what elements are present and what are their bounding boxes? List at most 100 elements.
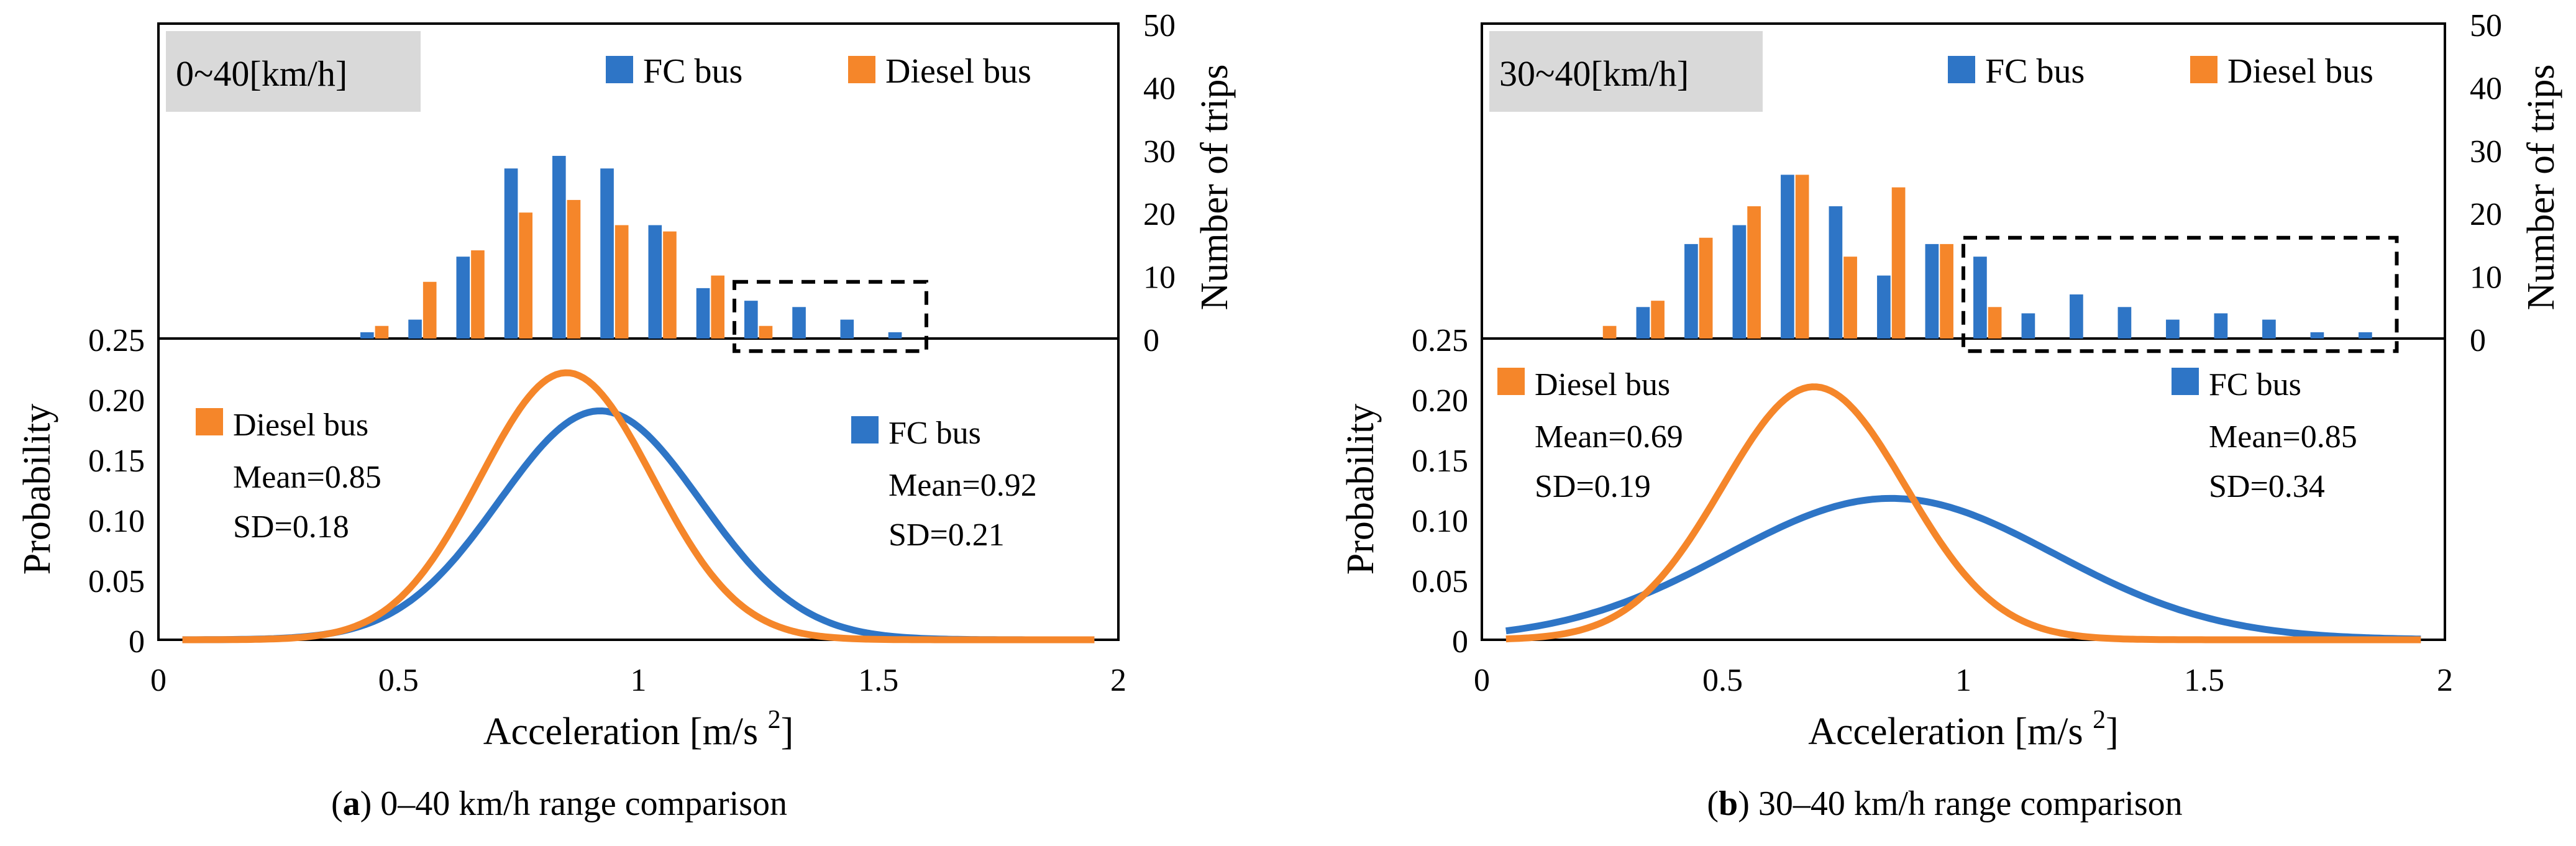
pdf-y-tick: 0.25 — [1412, 323, 1468, 358]
highlight-dashed-box — [1962, 235, 2399, 353]
pdf-y-tick: 0.10 — [88, 504, 145, 539]
plot-frame — [1481, 22, 2446, 641]
fc-pdf-curve — [1505, 494, 2421, 643]
legend-fc-label: FC bus — [1985, 52, 2085, 91]
diesel-histogram-bar — [1843, 257, 1857, 339]
fc-histogram-bar — [2214, 313, 2228, 339]
pdf-y-tick: 0 — [1452, 624, 1468, 660]
x-tick: 2 — [2437, 663, 2453, 698]
fc-histogram-bar — [1973, 257, 1987, 339]
pdf-y-tick: 0.05 — [1412, 564, 1468, 599]
fc-histogram-bar — [792, 307, 806, 339]
pdf-y-tick: 0.20 — [1412, 383, 1468, 419]
histogram-y-tick: 30 — [2470, 134, 2502, 170]
fc-histogram-bar — [552, 155, 566, 339]
fc-histogram-bar — [888, 332, 902, 339]
pdf-y-tick: 0 — [129, 624, 145, 660]
diesel-histogram-bar — [1940, 243, 1953, 339]
range-label: 0~40[km/h] — [176, 53, 347, 94]
diesel-mean-label: Mean=0.85 — [233, 460, 381, 495]
diesel-histogram-bar — [1988, 307, 2002, 339]
x-axis-label: Acceleration [m/s 2] — [1808, 706, 2119, 753]
diesel-histogram-bar — [663, 231, 677, 339]
fc-mean-label: Mean=0.85 — [2209, 419, 2357, 455]
fc-histogram-bar — [456, 257, 470, 339]
diesel-histogram-bar — [614, 225, 629, 339]
fc-histogram-bar — [2310, 332, 2324, 339]
diesel-histogram-bar — [519, 212, 533, 339]
highlight-dashed-box — [733, 280, 928, 353]
range-label-box — [1489, 31, 1763, 112]
histogram-y-tick: 50 — [1143, 8, 1176, 43]
pdf-legend-diesel-label: Diesel bus — [233, 407, 368, 443]
histogram-y-tick: 30 — [1143, 134, 1176, 170]
fc-histogram-bar — [360, 332, 374, 339]
fc-histogram-bar — [2070, 294, 2083, 339]
histogram-y-tick: 50 — [2470, 8, 2502, 43]
x-axis-label: Acceleration [m/s 2] — [483, 706, 794, 753]
caption-a: (a) 0–40 km/h range comparison — [331, 785, 788, 823]
fc-histogram-bar — [840, 319, 854, 339]
x-tick: 0.5 — [1702, 663, 1743, 698]
fc-histogram-bar — [2021, 313, 2035, 339]
histogram-y-label: Number of trips — [1194, 64, 1236, 310]
chart-panel-b: 30~40[km/h] FC bus Diesel bus01020304050Nu… — [1340, 8, 2562, 753]
diesel-histogram-bar — [567, 199, 581, 339]
diesel-histogram-bar — [1699, 237, 1713, 339]
histogram-y-tick: 40 — [2470, 71, 2502, 106]
x-tick: 1 — [1955, 663, 1971, 698]
diesel-histogram-bar — [711, 275, 725, 339]
pdf-y-tick: 0.05 — [88, 564, 145, 599]
pdf-y-tick: 0.25 — [88, 323, 145, 358]
histogram-y-tick: 10 — [1143, 260, 1176, 296]
pdf-legend-fc-label: FC bus — [2209, 367, 2301, 403]
x-tick: 1.5 — [858, 663, 898, 698]
diesel-sd-label: SD=0.19 — [1535, 469, 1651, 504]
diesel-histogram-bar — [422, 281, 437, 339]
range-label-box — [166, 31, 421, 112]
range-label: 30~40[km/h] — [1499, 53, 1689, 94]
pdf-legend-diesel-swatch — [1497, 368, 1525, 395]
legend-fc-swatch — [1948, 56, 1975, 83]
diesel-sd-label: SD=0.18 — [233, 509, 349, 545]
diesel-histogram-bar — [1747, 206, 1761, 339]
histogram-y-tick: 20 — [1143, 197, 1176, 232]
fc-histogram-bar — [1732, 225, 1747, 339]
pdf-legend-diesel-swatch — [196, 408, 223, 435]
diesel-mean-label: Mean=0.69 — [1535, 419, 1683, 455]
legend-fc-swatch — [606, 56, 633, 83]
x-tick: 0 — [1474, 663, 1490, 698]
pdf-legend-diesel-label: Diesel bus — [1535, 367, 1670, 403]
pdf-y-tick: 0.10 — [1412, 504, 1468, 539]
x-tick: 1 — [631, 663, 647, 698]
fc-histogram-bar — [696, 288, 710, 339]
fc-histogram-bar — [408, 319, 422, 339]
fc-histogram-bar — [744, 301, 758, 339]
fc-sd-label: SD=0.21 — [888, 517, 1005, 553]
diesel-histogram-bar — [471, 250, 485, 339]
pdf-legend-fc-swatch — [2172, 368, 2199, 395]
x-tick: 0.5 — [378, 663, 419, 698]
histogram-y-tick: 20 — [2470, 197, 2502, 232]
histogram-y-tick: 0 — [2470, 323, 2486, 358]
diesel-histogram-bar — [1891, 187, 1906, 339]
fc-histogram-bar — [2166, 319, 2180, 339]
fc-sd-label: SD=0.34 — [2209, 469, 2325, 504]
fc-mean-label: Mean=0.92 — [888, 468, 1037, 503]
legend-diesel-label: Diesel bus — [885, 52, 1031, 91]
histogram-y-label: Number of trips — [2520, 64, 2562, 310]
x-tick: 1.5 — [2184, 663, 2224, 698]
pdf-y-tick: 0.15 — [1412, 443, 1468, 479]
fc-histogram-bar — [2117, 307, 2132, 339]
legend-fc-label: FC bus — [643, 52, 742, 91]
pdf-y-label: Probability — [16, 404, 58, 575]
plot-frame — [157, 22, 1120, 641]
pdf-legend-fc-swatch — [851, 416, 879, 443]
legend-diesel-label: Diesel bus — [2227, 52, 2373, 91]
x-tick: 2 — [1110, 663, 1126, 698]
fc-histogram-bar — [1684, 243, 1698, 339]
diesel-pdf-curve — [182, 369, 1095, 644]
legend-diesel-swatch — [2190, 56, 2217, 83]
pdf-legend-fc-label: FC bus — [888, 416, 981, 451]
